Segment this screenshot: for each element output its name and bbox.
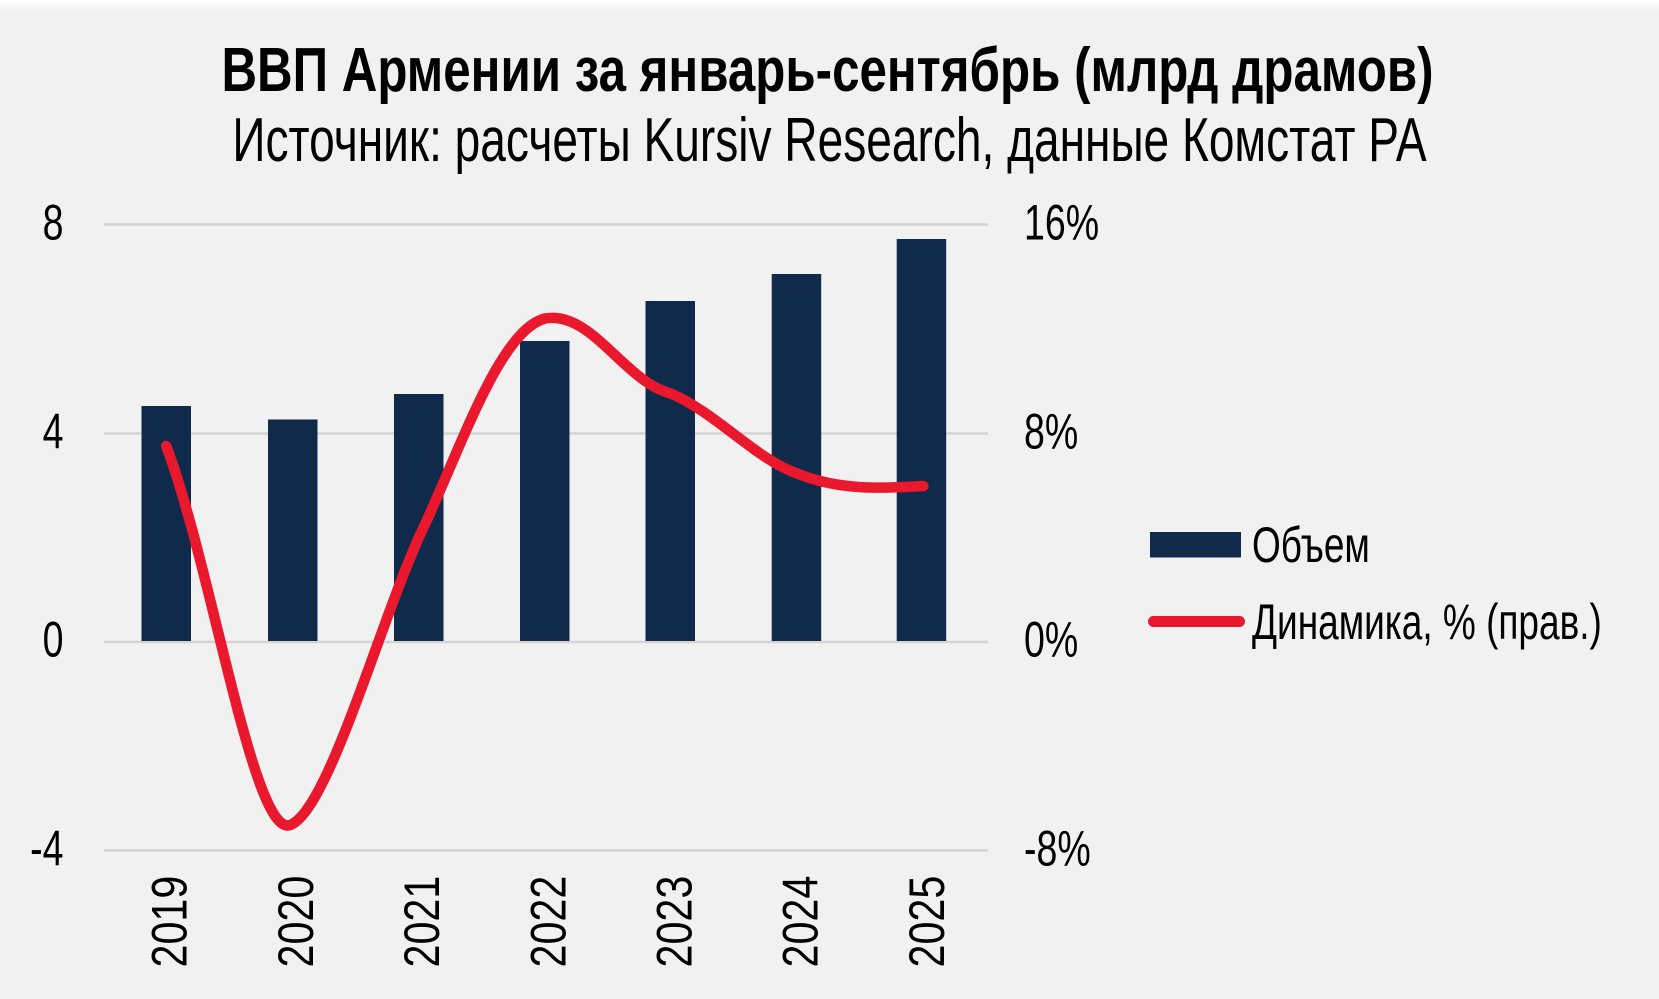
svg-text:-8%: -8% xyxy=(1024,821,1091,876)
svg-text:8%: 8% xyxy=(1024,404,1078,459)
svg-text:-4: -4 xyxy=(30,821,63,876)
svg-text:2019: 2019 xyxy=(142,876,198,968)
svg-text:2024: 2024 xyxy=(773,876,829,968)
svg-text:2022: 2022 xyxy=(521,876,577,968)
svg-text:Динамика, % (прав.): Динамика, % (прав.) xyxy=(1252,595,1602,651)
svg-text:2025: 2025 xyxy=(899,876,955,968)
svg-text:16%: 16% xyxy=(1024,195,1099,250)
svg-text:8: 8 xyxy=(43,195,64,250)
svg-text:2023: 2023 xyxy=(647,876,703,968)
svg-text:Источник: расчеты Kursiv Resea: Источник: расчеты Kursiv Research, данны… xyxy=(232,105,1427,174)
svg-text:0: 0 xyxy=(43,612,64,667)
svg-text:2021: 2021 xyxy=(394,876,450,968)
svg-text:4: 4 xyxy=(43,404,64,459)
svg-text:0%: 0% xyxy=(1024,612,1078,667)
svg-text:2020: 2020 xyxy=(268,876,324,968)
svg-text:ВВП Армении за январь-сентябрь: ВВП Армении за январь-сентябрь (млрд дра… xyxy=(221,35,1433,105)
svg-text:Объем: Объем xyxy=(1252,518,1370,574)
